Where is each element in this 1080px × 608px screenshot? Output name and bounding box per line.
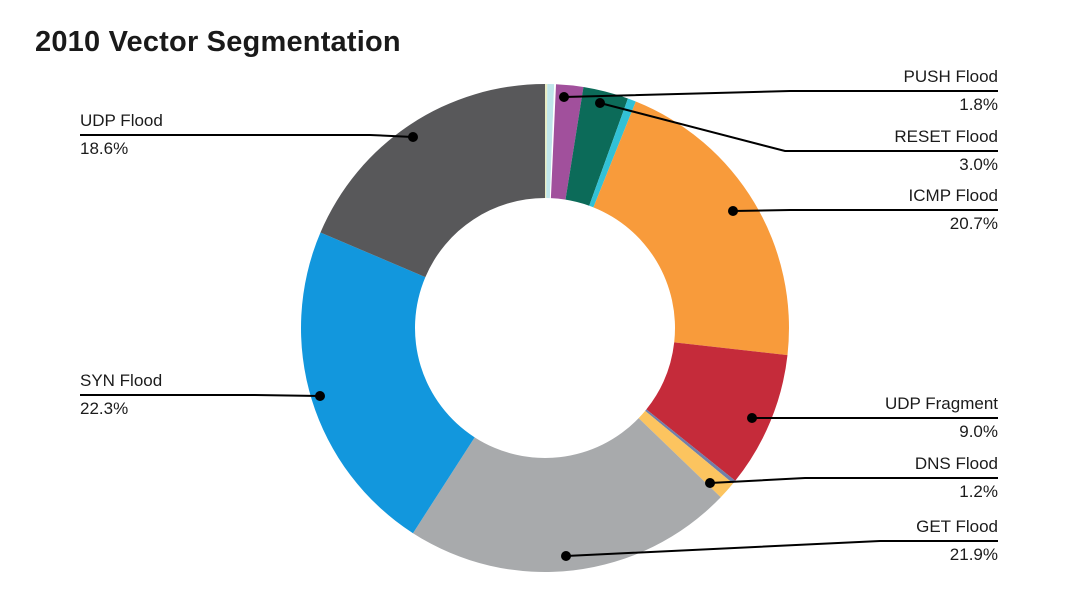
callout-label-syn_flood: SYN Flood [80,371,163,390]
callout-label-udp_flood: UDP Flood [80,111,163,130]
callout-line-dns_flood [709,477,998,484]
callout-line-reset_flood [599,102,998,152]
donut-slice-push_flood[interactable] [550,84,584,200]
callout-percent-syn_flood: 22.3% [80,399,129,418]
donut-slice-syn_flood[interactable] [300,232,475,534]
callout-label-dns_flood: DNS Flood [914,454,998,473]
callout-label-udp_fragment: UDP Fragment [884,394,998,413]
callout-dot-udp_fragment [747,413,757,423]
callout-percent-get_flood: 21.9% [949,545,998,564]
callout-line-syn_flood [80,394,321,397]
callout-label-get_flood: GET Flood [916,517,998,536]
donut-slice-udp_fragment[interactable] [646,342,788,481]
callout-line-udp_flood [80,134,414,138]
donut-slice-sliver_5[interactable] [645,409,736,484]
callout-line-get_flood [565,540,998,557]
callout-percent-reset_flood: 3.0% [959,155,998,174]
callout-dot-get_flood [561,551,571,561]
donut-slice-icmp_flood[interactable] [593,101,789,356]
callout-percent-push_flood: 1.8% [959,95,998,114]
callout-percent-udp_fragment: 9.0% [959,422,998,441]
donut-slice-udp_flood[interactable] [320,83,545,278]
callout-dot-dns_flood [705,478,715,488]
callout-dot-push_flood [559,92,569,102]
callout-percent-udp_flood: 18.6% [80,139,129,158]
callout-line-push_flood [563,90,998,98]
donut-slice-get_flood[interactable] [412,418,721,572]
donut-slice-sliver_2[interactable] [546,84,555,199]
callout-percent-dns_flood: 1.2% [959,482,998,501]
callout-dot-syn_flood [315,391,325,401]
callout-label-icmp_flood: ICMP Flood [908,186,998,205]
callout-percent-icmp_flood: 20.7% [949,214,998,233]
callout-dot-icmp_flood [728,206,738,216]
callout-label-push_flood: PUSH Flood [903,67,998,86]
donut-slice-sliver_1[interactable] [545,83,548,199]
donut-slice-sliver_4[interactable] [589,98,636,208]
donut-slice-reset_flood[interactable] [565,87,628,206]
chart-title: 2010 Vector Segmentation [35,26,401,58]
donut-slice-dns_flood[interactable] [638,410,734,498]
donut-slice-sliver_3[interactable] [549,84,557,199]
callout-dot-reset_flood [595,98,605,108]
callout-line-icmp_flood [732,209,998,212]
callout-label-reset_flood: RESET Flood [894,127,998,146]
callout-dot-udp_flood [408,132,418,142]
